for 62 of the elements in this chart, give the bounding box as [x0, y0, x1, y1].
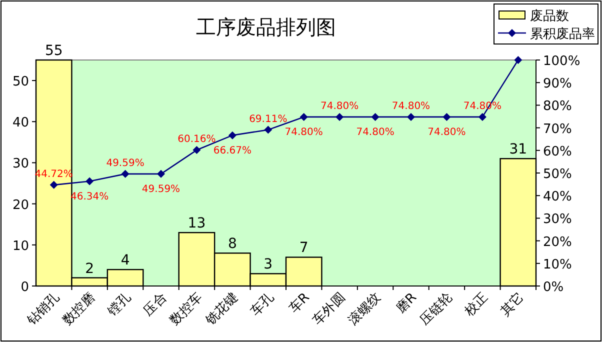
data-label: 55 — [44, 43, 63, 59]
data-label: 69.11% — [249, 114, 288, 125]
point — [300, 112, 308, 121]
data-label: 74.80% — [320, 100, 359, 112]
y2-tick-label: 50% — [543, 167, 572, 182]
data-label: 74.80% — [392, 100, 430, 112]
y2-tick-label: 20% — [543, 234, 572, 250]
x-tick-label: 车外圆 — [310, 290, 348, 328]
point — [86, 177, 94, 186]
point — [50, 180, 58, 189]
x-tick-label: 其它 — [497, 290, 527, 320]
data-label: 31 — [509, 142, 528, 158]
x-tick-label: 校正 — [462, 290, 492, 320]
point — [478, 112, 486, 121]
x-tick-label: 车R — [286, 290, 313, 316]
point — [121, 170, 130, 178]
point — [157, 170, 165, 178]
y2-tick-label: 100% — [543, 54, 580, 69]
y2-tick-label: 90% — [543, 76, 572, 92]
point — [371, 112, 380, 121]
data-label: 49.59% — [106, 158, 144, 169]
x-tick-label: 镗孔 — [104, 290, 134, 320]
data-label: 60.16% — [178, 134, 216, 146]
y2-tick-label: 60% — [543, 144, 572, 160]
data-label: 2 — [85, 260, 94, 277]
y2-tick-label: 0% — [543, 280, 564, 295]
point — [264, 126, 272, 134]
data-label: 74.80% — [284, 126, 323, 138]
x-tick-label: 滚螺纹 — [346, 290, 384, 328]
x-tick-label: 车孔 — [248, 290, 277, 320]
y-tick-label: 30 — [12, 156, 29, 172]
data-label: 66.67% — [213, 145, 252, 156]
y2-tick-label: 30% — [543, 212, 572, 228]
y-tick-label: 10 — [12, 238, 29, 254]
data-label: 7 — [299, 240, 308, 256]
legend-label: 累积废品率 — [530, 26, 595, 42]
y-tick-label: 50 — [12, 74, 29, 90]
y2-tick-label: 80% — [543, 99, 572, 114]
x-tick-label: 数控磨 — [60, 290, 98, 328]
chart-title: 工序废品排列图 — [196, 15, 336, 39]
y-tick-label: 20 — [12, 198, 29, 213]
x-tick-label: 压链轮 — [417, 290, 456, 328]
point — [228, 131, 236, 140]
data-label: 74.80% — [428, 126, 466, 138]
data-label: 13 — [188, 216, 206, 232]
data-label: 8 — [228, 236, 237, 252]
y2-tick-label: 40% — [543, 190, 572, 205]
data-label: 49.59% — [142, 184, 180, 195]
data-label: 74.80% — [356, 126, 394, 138]
x-tick-label: 磨R — [394, 290, 420, 316]
y-tick-label: 40 — [12, 116, 29, 131]
point — [192, 146, 201, 154]
y2-tick-label: 70% — [543, 122, 572, 137]
point — [407, 112, 415, 121]
point — [442, 112, 451, 121]
point — [336, 112, 344, 121]
y2-tick-label: 10% — [543, 257, 572, 272]
point — [514, 56, 522, 64]
data-label: 4 — [120, 252, 130, 269]
data-label: 3 — [264, 256, 273, 273]
x-tick-label: 压合 — [140, 290, 170, 320]
legend-label: 废品数 — [530, 9, 569, 24]
